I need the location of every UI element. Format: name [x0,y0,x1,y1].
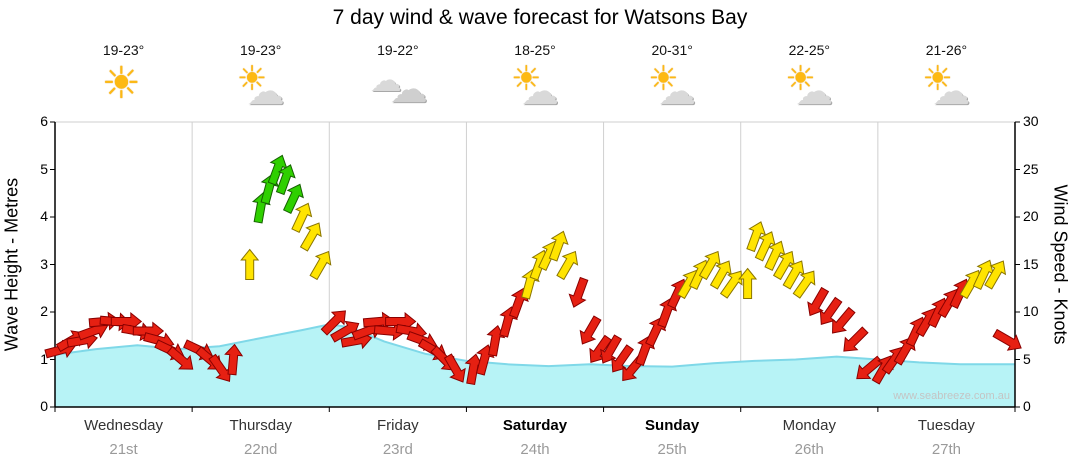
wind-arrow-red [843,326,869,352]
right-axis-tick-label: 25 [1023,160,1039,177]
left-axis-tick-label: 5 [40,160,48,177]
wind-arrow-yellow [556,250,579,281]
wind-arrow-red [443,353,466,383]
wind-arrow-red [579,315,602,345]
wind-arrow-red [807,286,830,317]
watermark: www.seabreeze.com.au [893,390,1010,402]
wind-arrow-red [166,346,194,370]
left-axis-tick-label: 3 [40,255,48,272]
wind-arrow-yellow [299,222,322,252]
cloud-icon: ☁ [795,69,834,113]
date-label-monday: 26th [794,441,824,458]
sun-icon: ☀ [511,59,542,99]
wind-arrow-red [992,328,1022,351]
weather-icon-sun-cloud-tuesday: ☀ ☁ [914,62,978,114]
wave-height-line [54,323,1015,368]
wind-arrow-yellow [548,230,569,262]
wind-arrow-red [320,310,346,336]
right-axis-tick-label: 30 [1023,113,1039,129]
cloud-icon: ☁ [246,69,285,113]
temp-range-friday: 19-22° [377,42,419,58]
cloud-icon: ☁ [521,69,559,113]
cloud-icon: ☁ [658,69,697,113]
temp-range-wednesday: 19-23° [102,42,145,58]
wind-arrow-yellow [719,270,743,299]
wind-arrow-yellow [792,270,816,299]
wind-arrow-red [600,334,623,364]
cloud-icon: ☁ [389,67,428,111]
wind-arrow-green [282,183,304,214]
date-label-thursday: 22nd [244,441,278,458]
left-axis-tick-label: 6 [40,113,48,129]
temp-range-saturday: 18-25° [514,42,556,58]
sun-icon: ☀ [236,59,268,99]
temp-range-tuesday: 21-26° [925,42,968,58]
wind-arrow-yellow [291,202,313,233]
left-axis-tick-label: 2 [40,303,48,319]
day-label-saturday: Saturday [502,417,568,434]
wind-arrow-red [568,276,589,308]
wind-arrow-yellow [746,221,767,253]
wind-arrow-red [224,343,244,376]
wind-arrow-red [832,306,856,334]
sun-icon: ☀ [785,59,816,99]
wind-arrow-yellow [738,267,758,299]
day-label-monday: Monday [782,417,836,434]
wind-arrow-green [275,164,296,196]
right-axis-tick-label: 5 [1023,350,1031,367]
weather-icon-sunny-wednesday: ☀ [92,62,156,114]
wind-arrow-red [611,344,634,373]
day-label-thursday: Thursday [229,417,292,434]
sun-icon: ☀ [101,58,142,109]
date-label-tuesday: 27th [931,441,962,458]
date-label-friday: 23rd [382,441,413,458]
wind-arrow-yellow [984,260,1007,290]
sun-icon: ☀ [648,59,679,99]
right-axis-tick-label: 0 [1023,398,1031,414]
right-axis-title: Wind Speed - Knots [1050,184,1071,345]
day-label-sunday: Sunday [645,417,700,434]
weather-icon-cloudy-friday: ☁ ☁ [366,62,430,114]
temp-range-monday: 22-25° [788,42,830,58]
weather-icon-sun-cloud-saturday: ☀ ☁ [503,62,567,114]
right-axis-tick-label: 10 [1023,303,1039,319]
wind-arrow-yellow [309,250,332,281]
weather-icon-sun-cloud-sunday: ☀ ☁ [640,62,704,114]
left-axis-tick-label: 4 [40,208,48,224]
page-title: 7 day wind & wave forecast for Watsons B… [332,6,748,29]
wind-arrow-yellow [240,248,260,280]
day-label-wednesday: Wednesday [84,417,164,434]
cloud-icon: ☁ [932,69,971,113]
left-axis-tick-label: 0 [40,398,48,414]
right-axis-tick-label: 20 [1023,208,1039,224]
right-axis-tick-label: 15 [1023,255,1039,272]
date-label-saturday: 24th [520,441,550,458]
temp-range-sunday: 20-31° [651,42,693,58]
cloud-icon: ☁ [369,61,402,99]
date-label-sunday: 25th [657,441,687,458]
weather-icon-sun-cloud-thursday: ☀ ☁ [229,62,293,114]
date-label-wednesday: 21st [109,441,138,458]
left-axis-tick-label: 1 [40,350,48,367]
day-label-tuesday: Tuesday [917,417,975,434]
weather-icon-sun-cloud-monday: ☀ ☁ [777,62,841,114]
temp-range-thursday: 19-23° [240,42,282,58]
day-label-friday: Friday [377,417,419,434]
wind-arrow-red [856,355,884,380]
sun-icon: ☀ [922,59,953,99]
